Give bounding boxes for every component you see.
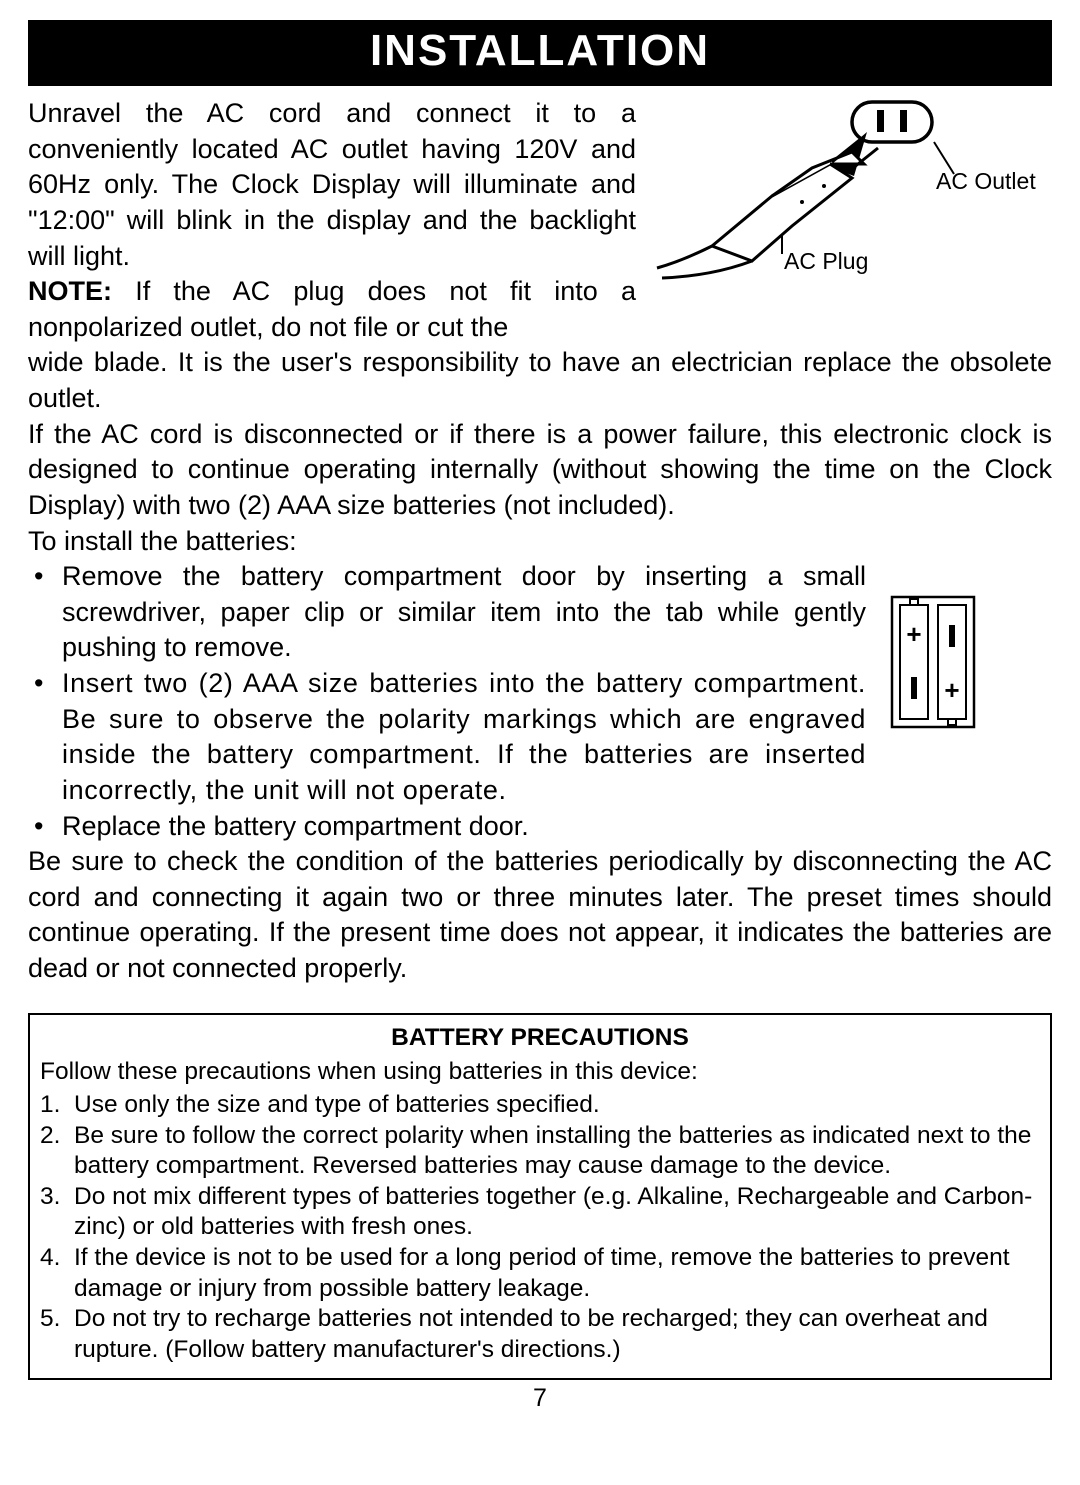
bullet-2: • Insert two (2) AAA size batteries into… [28, 666, 866, 809]
prec-text: Be sure to follow the correct polarity w… [74, 1121, 1040, 1182]
prec-num: 3. [40, 1182, 74, 1243]
prec-item-1: 1. Use only the size and type of batteri… [40, 1090, 1040, 1121]
bullets-row: • Remove the battery compartment door by… [28, 559, 1052, 808]
prec-text: Do not mix different types of batteries … [74, 1182, 1040, 1243]
precautions-intro: Follow these precautions when using batt… [40, 1057, 1040, 1088]
paragraph-3: Be sure to check the condition of the ba… [28, 844, 1052, 987]
bullet-dot: • [28, 809, 62, 845]
prec-text: If the device is not to be used for a lo… [74, 1243, 1040, 1304]
bullet-text: Replace the battery compartment door. [62, 809, 1052, 845]
svg-text:+: + [944, 675, 959, 705]
bullet-1: • Remove the battery compartment door by… [28, 559, 866, 666]
battery-svg: + + [886, 587, 980, 737]
precautions-title: BATTERY PRECAUTIONS [40, 1023, 1040, 1054]
prec-text: Do not try to recharge batteries not int… [74, 1304, 1040, 1365]
prec-num: 2. [40, 1121, 74, 1182]
bullet-dot: • [28, 559, 62, 666]
note-text-a: If the AC plug does not fit into a nonpo… [28, 276, 636, 342]
bullet-text: Remove the battery compartment door by i… [62, 559, 866, 666]
install-intro: To install the batteries: [28, 524, 1052, 560]
bullets-col: • Remove the battery compartment door by… [28, 559, 866, 808]
prec-item-2: 2. Be sure to follow the correct polarit… [40, 1121, 1040, 1182]
bullet-text: Insert two (2) AAA size batteries into t… [62, 666, 866, 809]
label-ac-outlet: AC Outlet [936, 168, 1036, 195]
prec-num: 1. [40, 1090, 74, 1121]
svg-text:+: + [906, 619, 921, 649]
paragraph-1: Unravel the AC cord and connect it to a … [28, 98, 636, 271]
ac-plug-figure: AC Outlet AC Plug [652, 96, 1052, 286]
battery-figure: + + [886, 587, 1006, 742]
label-ac-plug: AC Plug [784, 248, 868, 275]
note-text-b: wide blade. It is the user's responsibil… [28, 345, 1052, 416]
intro-row: Unravel the AC cord and connect it to a … [28, 96, 1052, 345]
prec-num: 5. [40, 1304, 74, 1365]
paragraph-2: If the AC cord is disconnected or if the… [28, 417, 1052, 524]
document-page: INSTALLATION Unravel the AC cord and con… [0, 0, 1080, 1485]
prec-num: 4. [40, 1243, 74, 1304]
bullet-dot: • [28, 666, 62, 809]
prec-item-3: 3. Do not mix different types of batteri… [40, 1182, 1040, 1243]
bullet-3: • Replace the battery compartment door. [28, 809, 1052, 845]
page-number: 7 [28, 1384, 1052, 1413]
prec-item-4: 4. If the device is not to be used for a… [40, 1243, 1040, 1304]
intro-text: Unravel the AC cord and connect it to a … [28, 96, 636, 345]
prec-text: Use only the size and type of batteries … [74, 1090, 1040, 1121]
prec-item-5: 5. Do not try to recharge batteries not … [40, 1304, 1040, 1365]
section-banner: INSTALLATION [28, 20, 1052, 86]
precautions-box: BATTERY PRECAUTIONS Follow these precaut… [28, 1013, 1052, 1380]
note-label: NOTE: [28, 276, 112, 306]
